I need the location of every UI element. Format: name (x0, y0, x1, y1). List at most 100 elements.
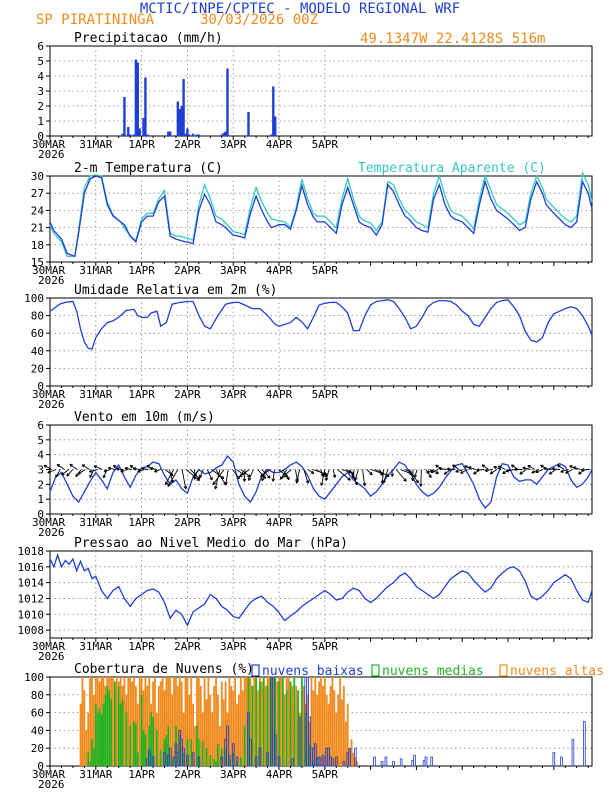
wind-vector (548, 469, 557, 475)
cloud-bar-nuvens-medias (136, 752, 139, 766)
wind-vector-head (214, 486, 218, 490)
cloud-bar-nuvens-baixas (308, 716, 311, 767)
cloud-bar-nuvens-baixas (373, 756, 376, 767)
wind-vector-head (248, 478, 252, 481)
cloud-bar-nuvens-altas (87, 712, 90, 766)
wind-vector (519, 469, 527, 475)
date-label: 4APR (266, 768, 293, 781)
cloud-bar-nuvens-altas (295, 685, 298, 766)
cloud-bar-nuvens-medias (266, 685, 269, 766)
cloud-bar-nuvens-altas (257, 690, 259, 766)
cloud-bar-nuvens-baixas (298, 716, 302, 767)
cloud-bar-nuvens-altas (220, 681, 223, 766)
wind-vector-head (557, 464, 560, 468)
cloud-bar-nuvens-medias (108, 690, 111, 766)
apparent-temperature-line (49, 170, 593, 257)
cloud-bar-nuvens-altas (217, 694, 219, 766)
wind-vector (489, 469, 498, 475)
cloud-bar-nuvens-medias (228, 758, 231, 766)
cloud-bar-nuvens-altas (142, 690, 145, 766)
wind-vector (261, 469, 267, 481)
cloud-bar-nuvens-altas (178, 677, 181, 766)
wind-vector (149, 467, 157, 470)
wind-vector-head (171, 472, 174, 476)
wind-vector-head (167, 484, 171, 487)
cloud-bar-nuvens-medias (125, 712, 128, 766)
cloud-bar-nuvens-medias (251, 685, 254, 766)
wind-vector-head (387, 473, 390, 477)
cloud-bar-nuvens-altas (354, 757, 357, 766)
wind-vector (212, 469, 225, 485)
precip-bar (169, 131, 172, 136)
cloud-bar-nuvens-altas (138, 677, 141, 766)
wind-vector (370, 469, 384, 475)
y-tick-label: 30 (31, 170, 44, 183)
precip-bar (146, 134, 149, 136)
y-tick-label: 20 (31, 742, 44, 755)
precip-bar (167, 131, 170, 136)
cloud-bar-nuvens-baixas (348, 747, 351, 767)
wind-vector-head (581, 469, 585, 472)
cloud-bar-nuvens-altas (136, 703, 139, 766)
precip-bar (138, 128, 141, 136)
wind-vector-head (484, 470, 488, 473)
wind-vector-head (354, 477, 358, 481)
wind-vector-head (69, 464, 72, 468)
precip-bar (224, 131, 227, 136)
y-tick-label: 80 (31, 689, 44, 702)
date-label: 5APR (312, 516, 339, 529)
precip-bar (193, 135, 197, 136)
wind-vector (164, 469, 174, 477)
cloud-bar-nuvens-medias (301, 677, 303, 766)
wind-vector-head (324, 471, 328, 475)
cloud-bar-nuvens-medias (236, 761, 238, 766)
wind-vector (366, 469, 373, 476)
wind-vector-head (239, 475, 243, 478)
panel-frame (49, 175, 593, 263)
cloud-bar-nuvens-altas (112, 677, 114, 766)
precip-bar (144, 77, 147, 136)
date-label: 5APR (312, 388, 339, 401)
cloud-bar-nuvens-medias (152, 717, 154, 766)
panel-title: Umidade Relativa em 2m (%) (74, 283, 278, 298)
cloud-bar-nuvens-medias (304, 712, 307, 766)
wind-vector-head (468, 466, 471, 470)
wind-vector-head (264, 475, 267, 479)
wind-vector (426, 469, 435, 474)
wind-vector-head (81, 464, 85, 468)
cloud-bar-nuvens-altas (343, 685, 345, 766)
year-label: 2026 (38, 650, 65, 663)
cloud-bar-nuvens-baixas (380, 761, 384, 767)
wind-vector-head (297, 478, 299, 482)
cloud-bar-nuvens-baixas (168, 747, 172, 767)
cloud-bar-nuvens-altas (329, 685, 332, 766)
year-label: 2026 (38, 274, 65, 287)
wind-vector-head (124, 467, 128, 471)
wind-vector-head (481, 464, 484, 468)
cloud-bar-nuvens-medias (94, 703, 97, 766)
wind-vector-head (383, 480, 386, 484)
date-label: 2APR (174, 138, 201, 151)
cloud-bar-nuvens-medias (239, 757, 242, 766)
cloud-bar-nuvens-altas (320, 677, 322, 766)
cloud-bar-nuvens-altas (213, 685, 216, 766)
date-label: 30MAR (32, 264, 65, 277)
cloud-bar-nuvens-altas (92, 694, 95, 766)
wind-vector-head (55, 475, 59, 478)
date-label: 30MAR (32, 138, 65, 151)
date-label: 3APR (220, 516, 247, 529)
wind-vector-head (103, 475, 106, 479)
wind-vector-head (66, 474, 70, 477)
cloud-bar-nuvens-medias (205, 748, 208, 766)
wind-vector-head (268, 475, 271, 479)
cloud-bar-nuvens-altas (115, 677, 118, 766)
date-label: 3APR (220, 640, 247, 653)
wind-vector (248, 469, 254, 481)
cloud-bar-nuvens-baixas (228, 754, 231, 767)
cloud-bar-nuvens-medias (316, 757, 319, 766)
date-label: 31MAR (79, 388, 112, 401)
cloud-bar-nuvens-medias (102, 703, 105, 766)
y-tick-label: 24 (31, 204, 45, 217)
date-label: 5APR (312, 768, 339, 781)
cloud-bar-nuvens-medias (140, 694, 143, 766)
